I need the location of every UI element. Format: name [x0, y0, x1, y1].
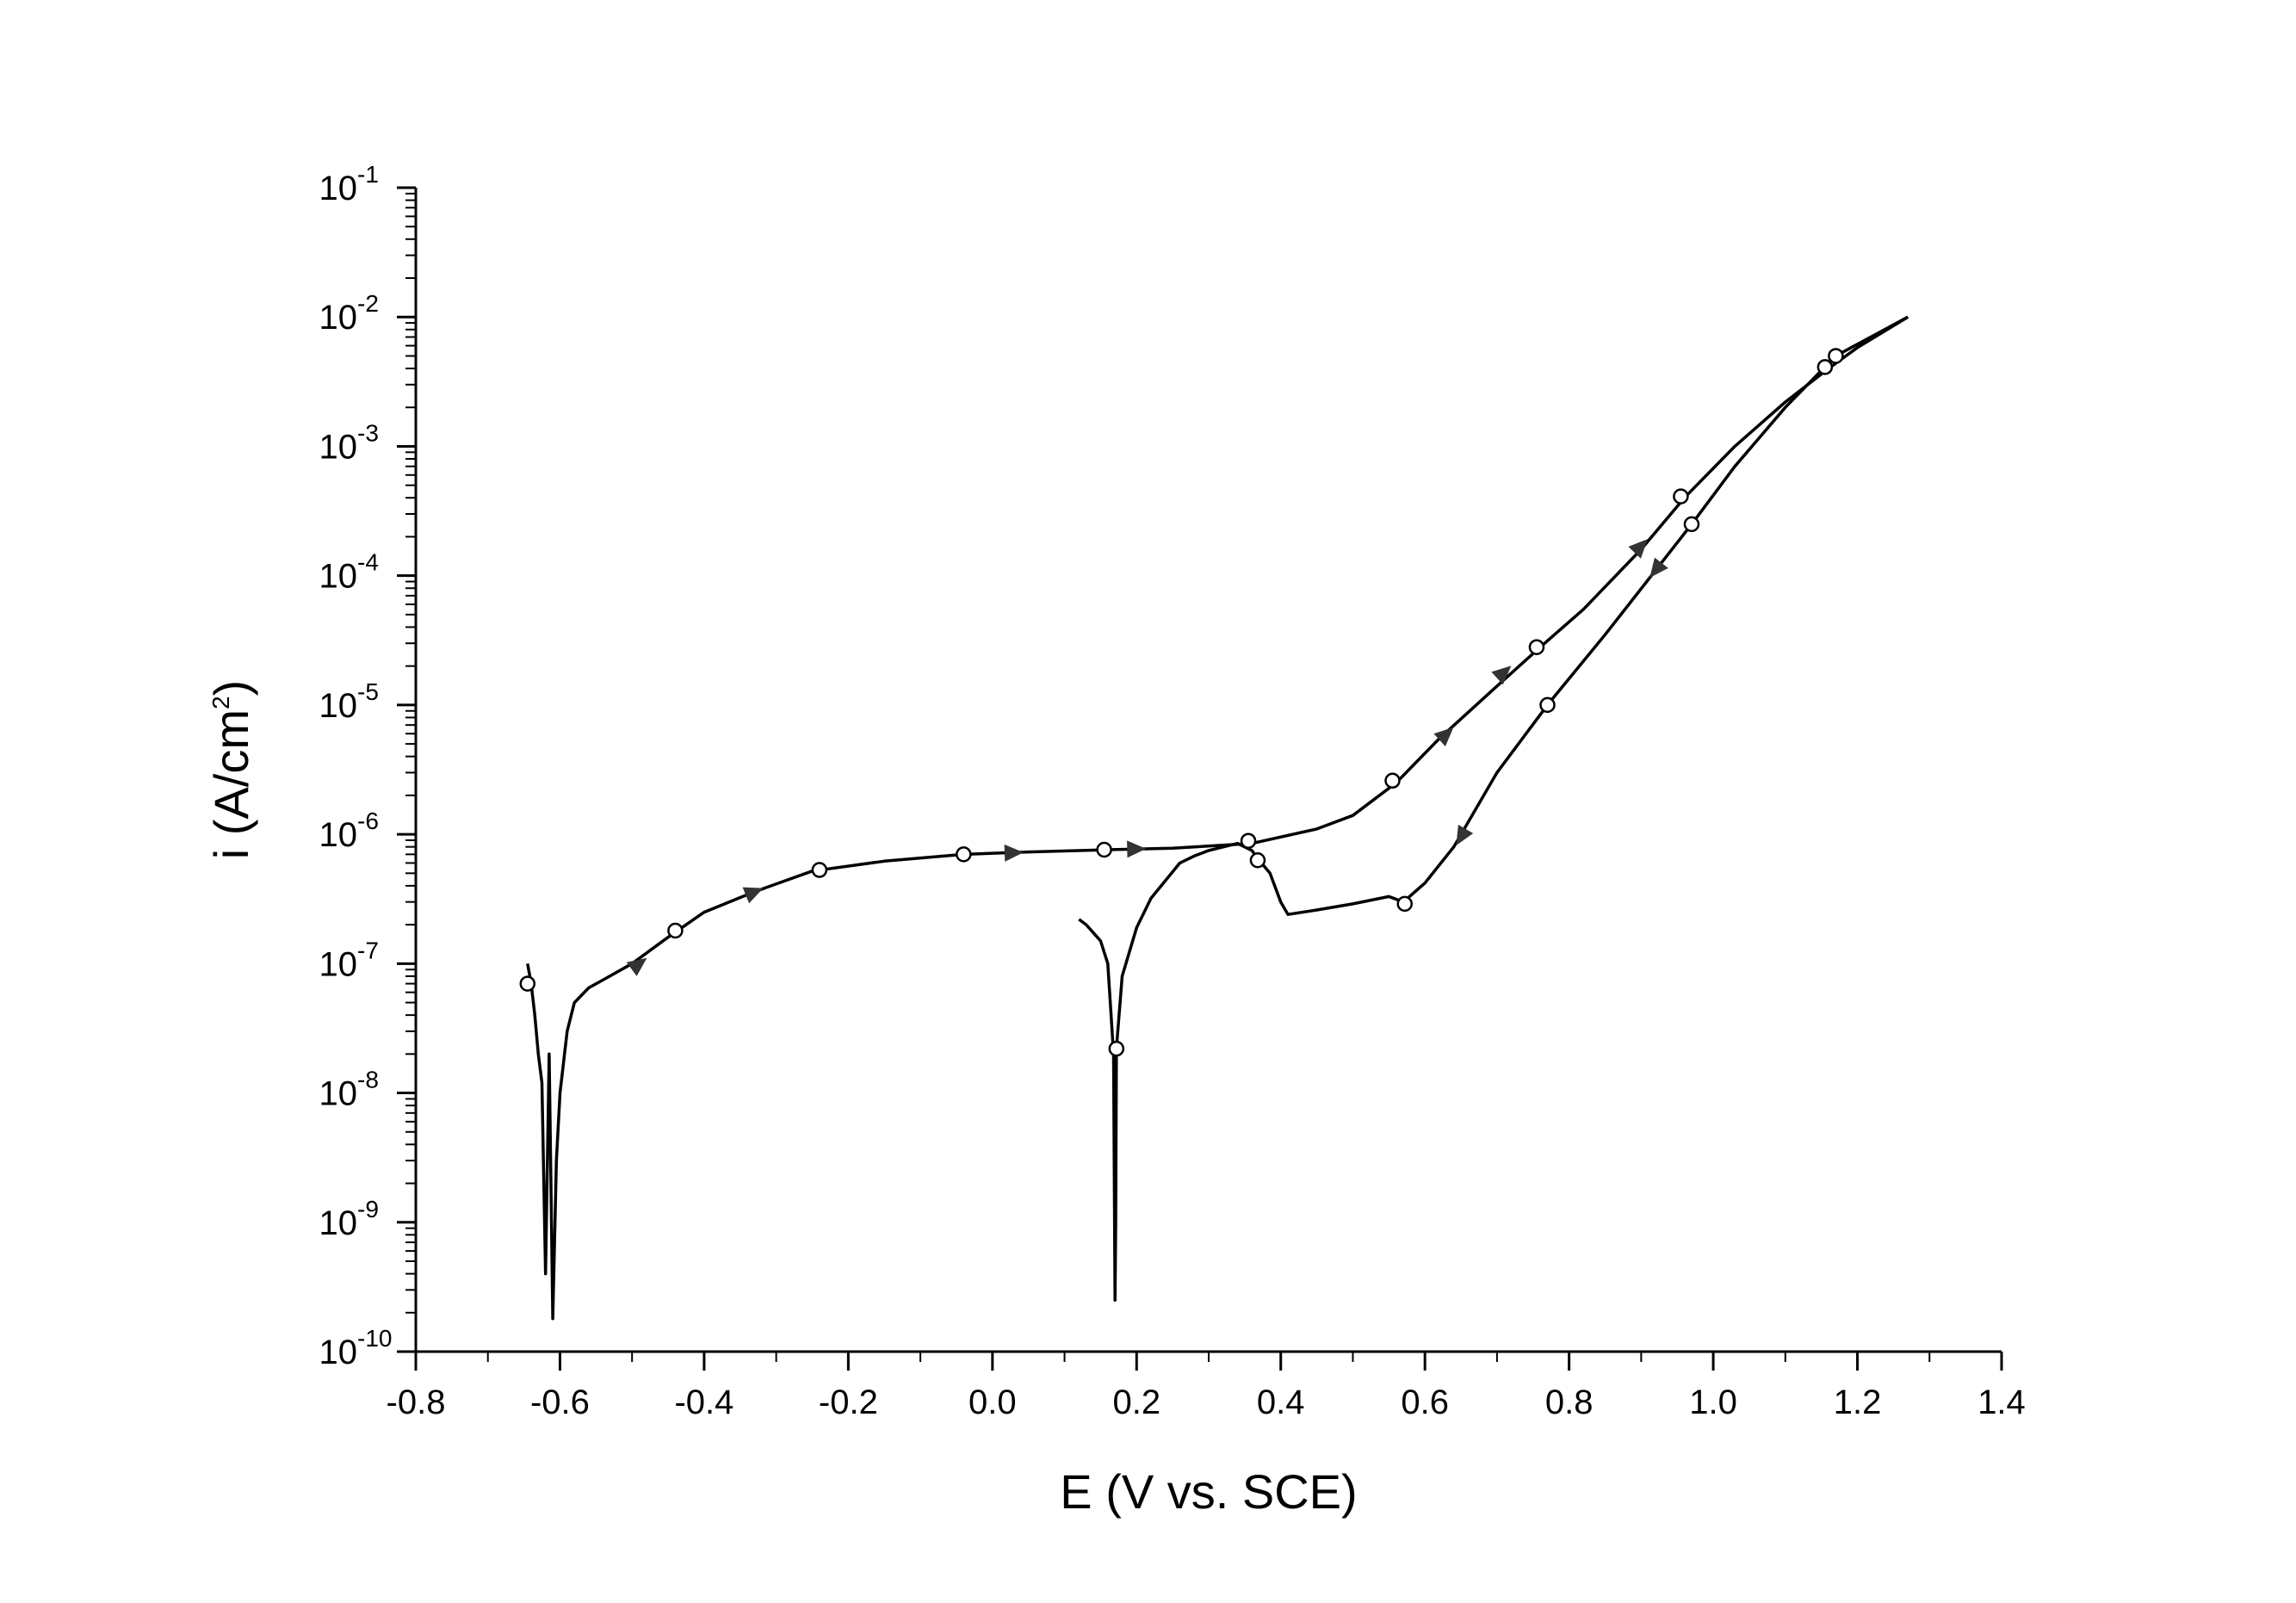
- data-marker: [1828, 348, 1844, 364]
- y-tick-exponent: -5: [357, 678, 379, 705]
- y-tick-exponent: -3: [357, 419, 379, 446]
- y-ticks: 10 -110 -210 -310 -410 -510 -610 -710 -810 -910 -1…: [319, 161, 416, 1371]
- y-axis-title-tail: ): [204, 680, 258, 696]
- x-tick-label: 1.4: [1977, 1383, 2026, 1421]
- y-tick-label: 10: [319, 1204, 358, 1242]
- y-tick-label: 10: [319, 299, 358, 337]
- y-tick-exponent: -9: [357, 1196, 379, 1222]
- data-marker: [1096, 841, 1112, 858]
- y-tick-label: 10: [319, 1075, 358, 1113]
- y-tick-label: 10: [319, 428, 358, 466]
- axes: -0.8 -0.6 -0.4 -0.2 0.0 0.2 0.4 0.6 0.8 1.0 1.2 1.4…: [319, 161, 2026, 1421]
- data-marker: [1240, 832, 1257, 849]
- x-ticks: -0.8 -0.6 -0.4 -0.2 0.0 0.2 0.4 0.6 0.8 1.0 1.2 1.4: [387, 1352, 2026, 1421]
- y-tick-exponent: -2: [357, 290, 379, 317]
- direction-arrows: [626, 539, 1668, 976]
- x-tick-label: -0.6: [530, 1383, 590, 1421]
- direction-arrow: [1456, 824, 1474, 845]
- y-tick-label: 10: [319, 687, 358, 725]
- data-marker: [1249, 852, 1266, 869]
- direction-arrow: [1649, 557, 1668, 579]
- data-marker: [1539, 696, 1556, 714]
- data-marker: [1384, 772, 1401, 789]
- x-tick-label: -0.4: [674, 1383, 733, 1421]
- curve-reverse: [1078, 315, 1909, 1302]
- direction-arrow: [1491, 665, 1512, 685]
- x-tick-label: -0.2: [819, 1383, 878, 1421]
- x-tick-label: 0.2: [1112, 1383, 1160, 1421]
- data-marker: [1816, 359, 1834, 375]
- direction-arrow: [1628, 539, 1648, 559]
- y-tick-exponent: -4: [357, 549, 379, 576]
- y-axis-title: i (A/cm2): [204, 680, 258, 859]
- markers: [519, 348, 1844, 1057]
- x-axis-title: E (V vs. SCE): [1060, 1464, 1357, 1519]
- data-marker: [519, 975, 536, 992]
- x-tick-label: 1.0: [1689, 1383, 1737, 1421]
- y-tick-label: 10: [319, 945, 358, 983]
- y-axis-title-main: i (A/cm: [204, 709, 258, 859]
- y-tick-label: 10: [319, 1334, 358, 1371]
- direction-arrow: [742, 887, 764, 904]
- y-tick-exponent: -1: [357, 161, 379, 188]
- direction-arrow: [626, 957, 647, 976]
- x-tick-label: 0.0: [969, 1383, 1017, 1421]
- y-axis-title-sup: 2: [207, 696, 234, 709]
- data-marker: [1673, 488, 1689, 504]
- y-tick-exponent: -6: [357, 808, 379, 834]
- direction-arrow: [1433, 727, 1454, 746]
- data-marker: [1108, 1040, 1125, 1057]
- direction-arrow: [1004, 844, 1024, 862]
- data-marker: [667, 922, 684, 939]
- data-marker: [1528, 639, 1545, 655]
- x-tick-label: -0.8: [387, 1383, 446, 1421]
- y-tick-label: 10: [319, 170, 358, 207]
- direction-arrow: [1127, 840, 1147, 858]
- x-tick-label: 0.6: [1401, 1383, 1449, 1421]
- data-marker: [811, 862, 828, 878]
- x-tick-label: 0.4: [1257, 1383, 1305, 1421]
- y-tick-exponent: -7: [357, 937, 379, 963]
- y-tick-exponent: -8: [357, 1067, 379, 1093]
- y-tick-exponent: -10: [357, 1325, 392, 1352]
- x-tick-label: 1.2: [1834, 1383, 1882, 1421]
- y-tick-label: 10: [319, 816, 358, 854]
- x-tick-label: 0.8: [1545, 1383, 1594, 1421]
- data-marker: [1683, 516, 1700, 533]
- data-marker: [956, 846, 972, 863]
- curves: [526, 315, 1909, 1321]
- data-marker: [1396, 895, 1413, 913]
- curve-forward: [526, 315, 1909, 1321]
- y-tick-label: 10: [319, 558, 358, 596]
